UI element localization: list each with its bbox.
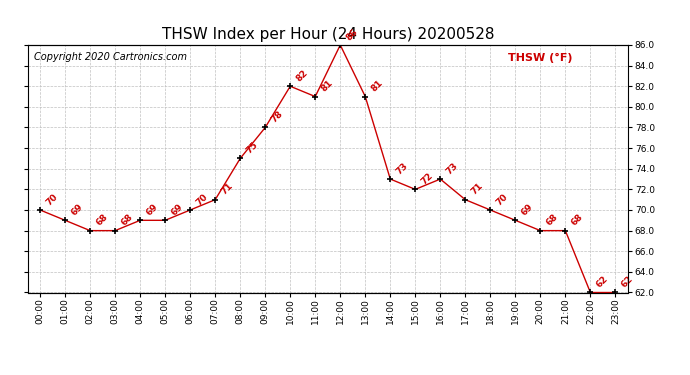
Text: 68: 68: [544, 213, 560, 228]
Text: 70: 70: [495, 192, 510, 207]
Text: 73: 73: [444, 161, 460, 176]
Text: 69: 69: [144, 202, 159, 217]
Text: 78: 78: [269, 110, 285, 125]
Text: 68: 68: [569, 213, 584, 228]
Text: 68: 68: [95, 213, 110, 228]
Text: 81: 81: [369, 79, 384, 94]
Title: THSW Index per Hour (24 Hours) 20200528: THSW Index per Hour (24 Hours) 20200528: [161, 27, 494, 42]
Text: 69: 69: [69, 202, 85, 217]
Text: 68: 68: [119, 213, 135, 228]
Text: 81: 81: [319, 79, 335, 94]
Text: 70: 70: [44, 192, 59, 207]
Text: 72: 72: [420, 171, 435, 187]
Text: 62: 62: [595, 274, 610, 290]
Text: 71: 71: [469, 182, 485, 197]
Text: 82: 82: [295, 68, 310, 84]
Text: 73: 73: [395, 161, 410, 176]
Text: 62: 62: [620, 274, 635, 290]
Text: 86: 86: [344, 27, 359, 42]
Text: 70: 70: [195, 192, 210, 207]
Text: 75: 75: [244, 140, 259, 156]
Text: THSW (°F): THSW (°F): [508, 53, 572, 63]
Text: Copyright 2020 Cartronics.com: Copyright 2020 Cartronics.com: [34, 53, 186, 62]
Text: 71: 71: [219, 182, 235, 197]
Text: 69: 69: [520, 202, 535, 217]
Text: 69: 69: [169, 202, 185, 217]
